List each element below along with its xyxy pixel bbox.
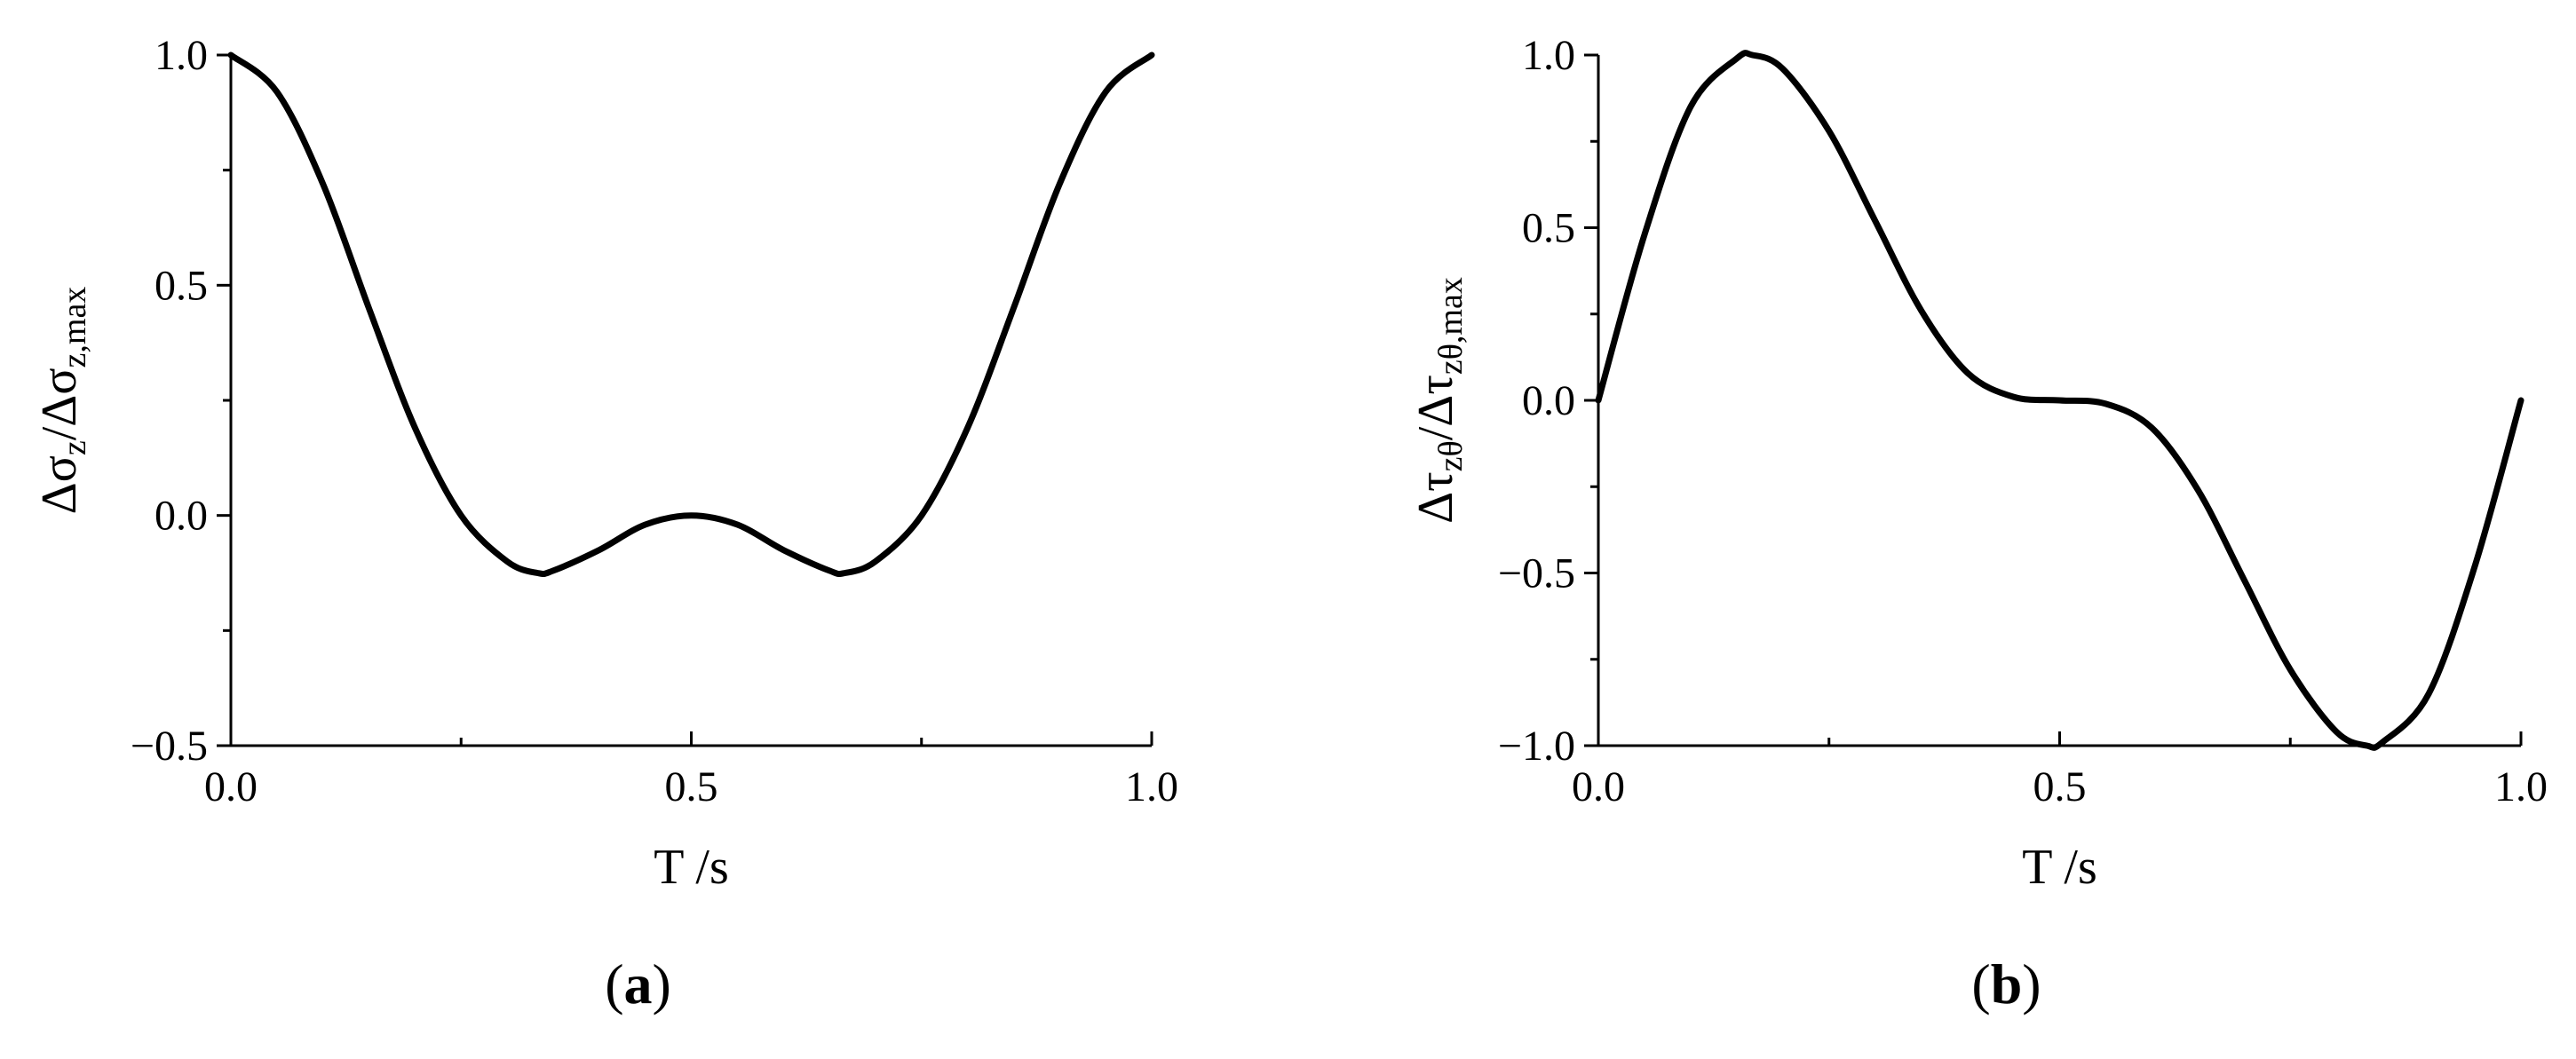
x-axis-title: T /s [2022, 840, 2097, 895]
panel-label: (a) [605, 952, 671, 1016]
y-tick-label: −1.0 [1498, 723, 1575, 770]
panel-label-close-paren: ) [2022, 952, 2041, 1016]
panel-label-open-paren: ( [605, 952, 623, 1016]
y-tick-label: 1.0 [1522, 32, 1575, 79]
y-axis-title-subscript: z,max [56, 287, 93, 368]
y-axis-title-text: /Δσ [32, 367, 87, 440]
y-axis-title: Δσz/Δσz,max [32, 287, 93, 515]
panel-label-letter: a [624, 952, 653, 1016]
x-tick-label: 1.0 [1125, 763, 1178, 810]
y-axis-title-subscript: zθ [1432, 440, 1470, 471]
y-tick-label: 0.0 [1522, 377, 1575, 424]
y-tick-label: −0.5 [131, 723, 208, 770]
y-axis-title-text: /Δτ [1408, 375, 1463, 440]
panel-label-letter: b [1991, 952, 2023, 1016]
panel-label: (b) [1971, 952, 2041, 1016]
y-axis-title: Δτzθ/Δτzθ,max [1408, 277, 1470, 524]
y-tick-label: 0.0 [155, 493, 208, 540]
series-line [1595, 50, 2524, 751]
panel-b: 0.0 0.5 1.0 −1.0 −0.5 0.0 0.5 1.0 T /s Δτzθ/Δτzθ,… [1408, 32, 2548, 1016]
x-tick-label: 0.0 [1572, 763, 1625, 810]
series-line [227, 51, 1155, 578]
y-tick-label: 0.5 [1522, 205, 1575, 252]
x-tick-label: 1.0 [2494, 763, 2548, 810]
x-tick-label: 0.0 [204, 763, 258, 810]
panel-label-close-paren: ) [653, 952, 671, 1016]
panel-label-open-paren: ( [1971, 952, 1990, 1016]
x-axis-title: T /s [654, 840, 729, 895]
y-tick-label: 0.5 [155, 262, 208, 309]
y-axis-title-text: Δτ [1408, 471, 1463, 524]
y-tick-label: −0.5 [1498, 550, 1575, 597]
y-tick-label: 1.0 [155, 32, 208, 79]
x-tick-label: 0.5 [665, 763, 718, 810]
y-axis-title-text: Δσ [32, 455, 87, 514]
y-axis-title-subscript: zθ,max [1432, 277, 1470, 375]
x-tick-label: 0.5 [2033, 763, 2087, 810]
y-axis-title-subscript: z [56, 440, 93, 455]
